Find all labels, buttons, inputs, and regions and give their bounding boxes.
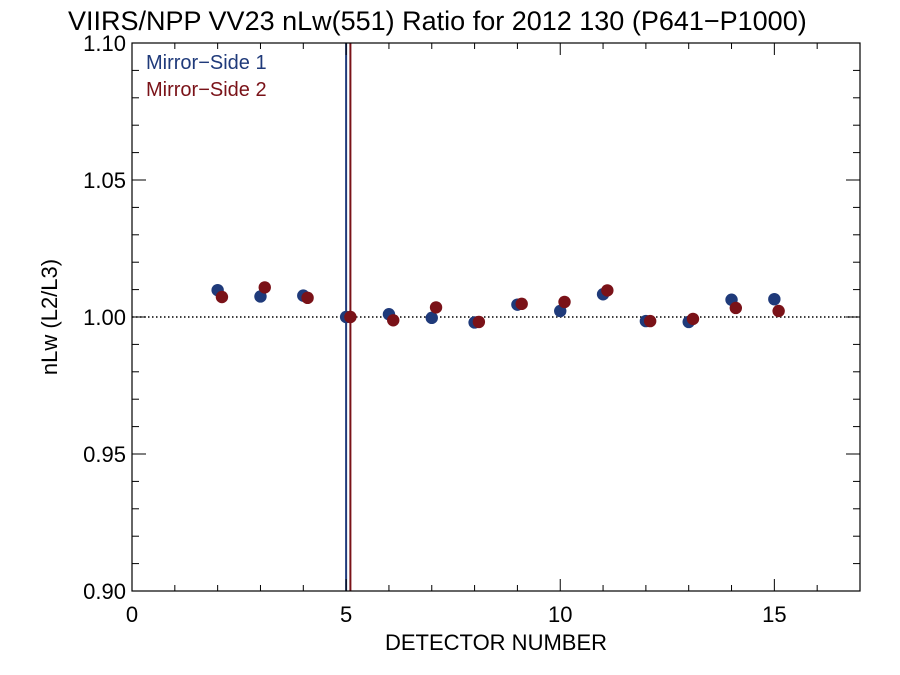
data-point-series-2 (301, 291, 314, 305)
legend-entry-mirror-side-2: Mirror−Side 2 (146, 79, 267, 101)
data-point-series-2 (429, 301, 443, 314)
x-tick-label: 10 (548, 602, 572, 627)
data-point-series-2 (686, 312, 700, 326)
data-point-series-1 (425, 311, 438, 325)
data-point-series-1 (768, 292, 781, 306)
y-axis-label: nLw (L2/L3) (37, 259, 62, 375)
x-tick-label: 15 (762, 602, 786, 627)
data-point-series-2 (601, 284, 614, 297)
chart-title: VIIRS/NPP VV23 nLw(551) Ratio for 2012 1… (68, 6, 807, 36)
data-point-series-2 (472, 315, 486, 329)
x-tick-label: 0 (126, 602, 138, 627)
data-point-series-2 (344, 310, 357, 324)
y-tick-label: 1.10 (83, 31, 126, 56)
data-point-series-2 (729, 301, 743, 315)
data-point-series-2 (558, 295, 571, 309)
y-tick-label: 0.90 (83, 579, 126, 604)
plot-area: 0 5 10 15 0.90 0.95 1.00 1.05 1.10 (83, 31, 861, 627)
data-point-series-2 (258, 281, 271, 294)
data-point-series-2 (643, 314, 657, 328)
data-point-series-2 (515, 297, 528, 311)
data-point-series-2 (215, 290, 229, 304)
y-tick-label: 1.00 (83, 305, 126, 330)
data-point-series-2 (772, 304, 785, 318)
y-tick-label: 0.95 (83, 442, 126, 467)
x-tick-label: 5 (340, 602, 352, 627)
data-point-series-2 (387, 314, 400, 327)
x-axis-label: DETECTOR NUMBER (385, 630, 607, 655)
y-tick-label: 1.05 (83, 168, 126, 193)
legend-entry-mirror-side-1: Mirror−Side 1 (146, 52, 267, 74)
